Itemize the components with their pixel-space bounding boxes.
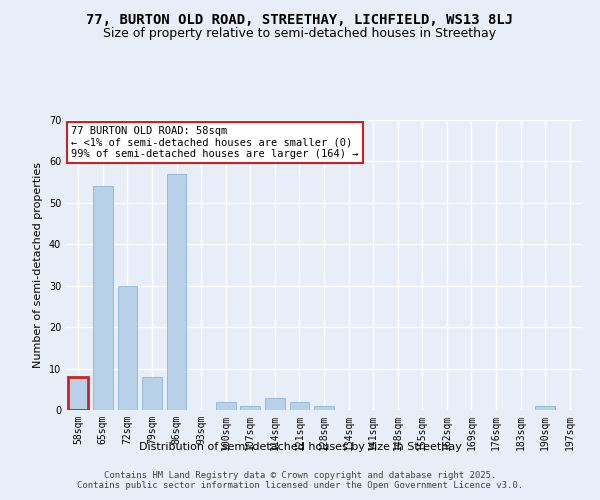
Text: Distribution of semi-detached houses by size in Streethay: Distribution of semi-detached houses by …	[139, 442, 461, 452]
Text: Contains HM Land Registry data © Crown copyright and database right 2025.
Contai: Contains HM Land Registry data © Crown c…	[77, 470, 523, 490]
Bar	[535, 406, 555, 410]
Bar	[68, 377, 88, 410]
Bar	[142, 377, 162, 410]
Text: Size of property relative to semi-detached houses in Streethay: Size of property relative to semi-detach…	[103, 28, 497, 40]
Bar	[216, 402, 236, 410]
Bar	[93, 186, 113, 410]
Y-axis label: Number of semi-detached properties: Number of semi-detached properties	[33, 162, 43, 368]
Text: 77 BURTON OLD ROAD: 58sqm
← <1% of semi-detached houses are smaller (0)
99% of s: 77 BURTON OLD ROAD: 58sqm ← <1% of semi-…	[71, 126, 359, 159]
Bar	[118, 286, 137, 410]
Bar	[290, 402, 309, 410]
Bar	[314, 406, 334, 410]
Bar	[241, 406, 260, 410]
Text: 77, BURTON OLD ROAD, STREETHAY, LICHFIELD, WS13 8LJ: 77, BURTON OLD ROAD, STREETHAY, LICHFIEL…	[86, 12, 514, 26]
Bar	[265, 398, 284, 410]
Bar	[167, 174, 187, 410]
